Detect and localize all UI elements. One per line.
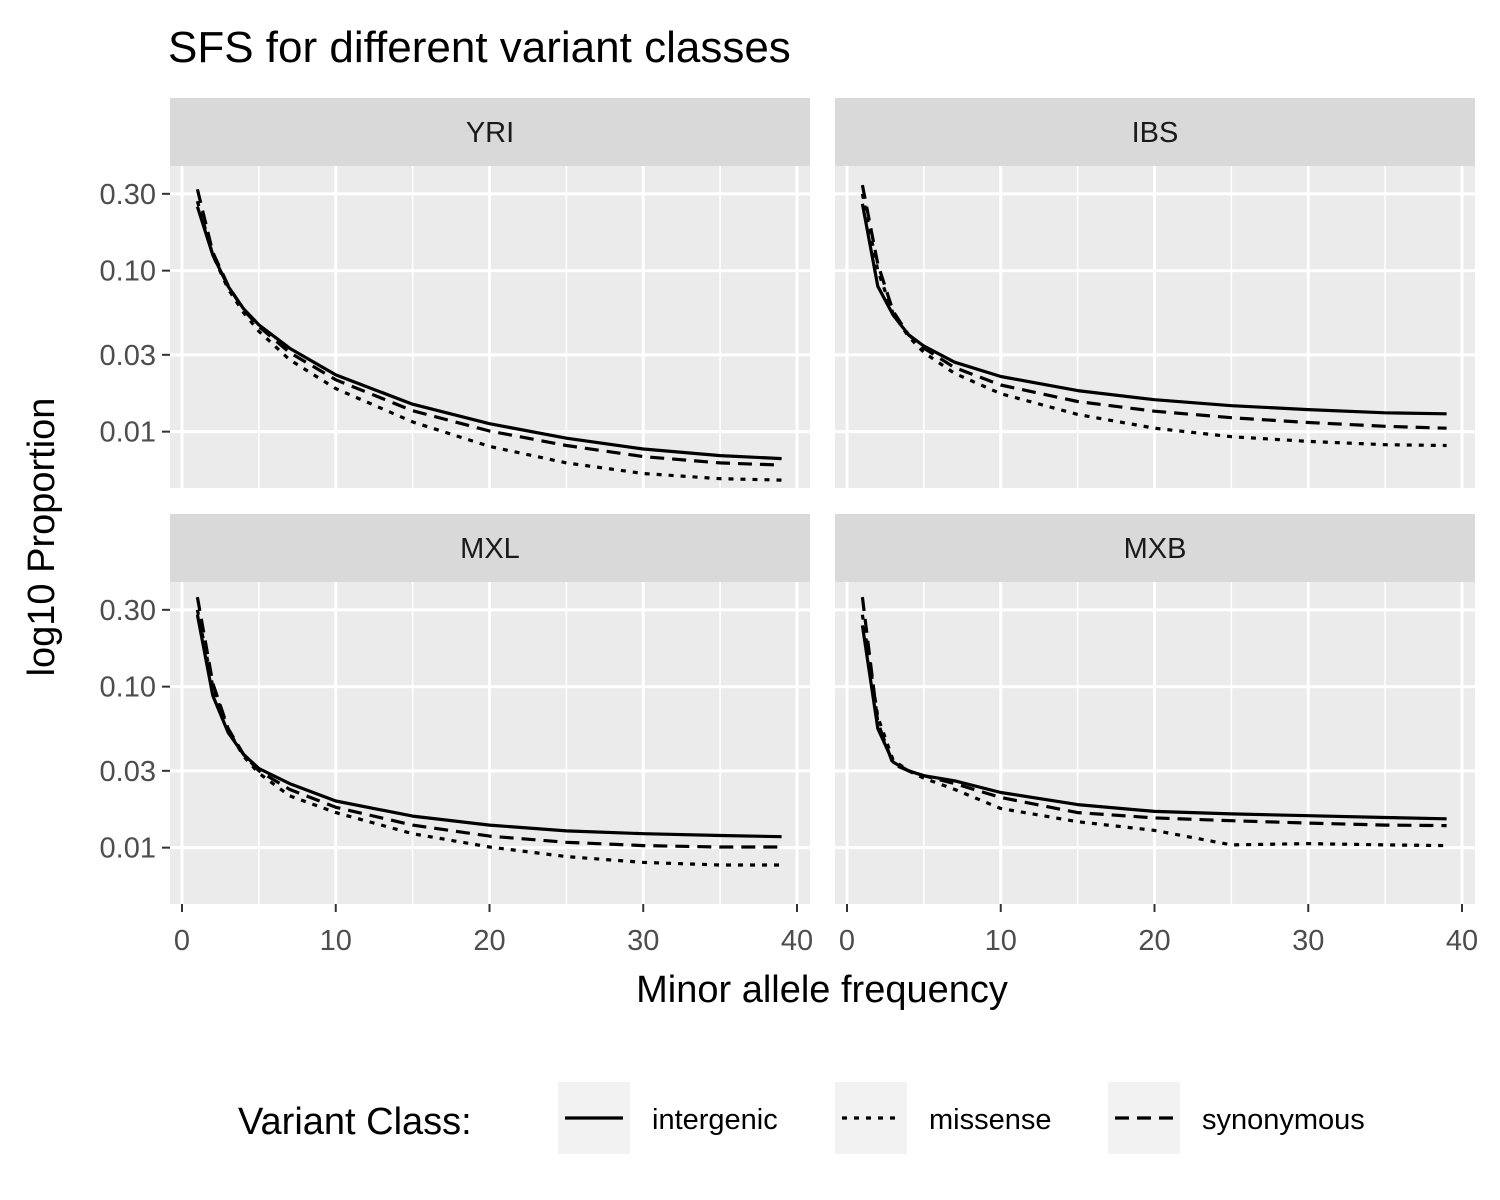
y-tick-label: 0.10	[100, 672, 156, 704]
panel-yri: YRI 0.30 0.10 0.03 0.01	[100, 98, 810, 488]
legend-item-missense: missense	[835, 1082, 1052, 1154]
legend-label: synonymous	[1202, 1104, 1365, 1136]
facet-label: MXB	[1124, 533, 1187, 565]
x-tick-label: 10	[320, 925, 352, 957]
panel-ibs: IBS	[835, 98, 1475, 488]
facet-strip	[835, 98, 1475, 166]
x-tick-label: 40	[781, 925, 813, 957]
facet-strip	[170, 98, 810, 166]
series-line-synonymous	[195, 596, 782, 849]
legend-item-intergenic: intergenic	[558, 1082, 778, 1154]
facet-label: IBS	[1132, 117, 1179, 149]
y-tick-label: 0.03	[100, 340, 156, 372]
series-line-missense	[860, 614, 1447, 848]
y-tick-label: 0.10	[100, 256, 156, 288]
series-line-intergenic	[195, 614, 782, 839]
legend-label: intergenic	[652, 1104, 778, 1136]
x-tick-label: 20	[473, 925, 505, 957]
series-line-intergenic	[195, 206, 782, 461]
y-tick-label: 0.03	[100, 756, 156, 788]
series-line-intergenic	[860, 203, 1447, 416]
series-line-intergenic	[860, 625, 1447, 821]
y-tick-label: 0.30	[100, 179, 156, 211]
x-tick-label: 30	[627, 925, 659, 957]
series-line-synonymous	[195, 188, 782, 467]
facet-panels: YRI 0.30 0.10 0.03 0.01 IBS MXL 0.30 0.10 0.03 0.0…	[100, 98, 1478, 957]
x-tick-label: 40	[1446, 925, 1478, 957]
y-tick-label: 0.01	[100, 417, 156, 449]
panel-mxl: MXL 0.30 0.10 0.03 0.01 0 10 20 30 40	[100, 514, 813, 957]
facet-label: MXL	[460, 533, 520, 565]
y-axis-title: log10 Proportion	[21, 398, 63, 677]
x-tick-label: 30	[1292, 925, 1324, 957]
facet-strip	[835, 514, 1475, 582]
legend-label: missense	[929, 1104, 1052, 1136]
series-line-missense	[195, 200, 782, 482]
facet-strip	[170, 514, 810, 582]
chart-title: SFS for different variant classes	[168, 23, 791, 72]
x-tick-label: 0	[839, 925, 855, 957]
x-tick-label: 10	[985, 925, 1017, 957]
x-tick-label: 20	[1138, 925, 1170, 957]
y-tick-label: 0.30	[100, 595, 156, 627]
legend-item-synonymous: synonymous	[1108, 1082, 1365, 1154]
legend: Variant Class: intergenic missense synonym…	[238, 1082, 1365, 1154]
x-tick-label: 0	[174, 925, 190, 957]
facet-label: YRI	[466, 117, 514, 149]
legend-title: Variant Class:	[238, 1101, 472, 1143]
panel-mxb: MXB 0 10 20 30 40	[835, 514, 1478, 957]
x-axis-title: Minor allele frequency	[636, 969, 1008, 1011]
y-tick-label: 0.01	[100, 833, 156, 865]
series-line-synonymous	[860, 184, 1447, 430]
